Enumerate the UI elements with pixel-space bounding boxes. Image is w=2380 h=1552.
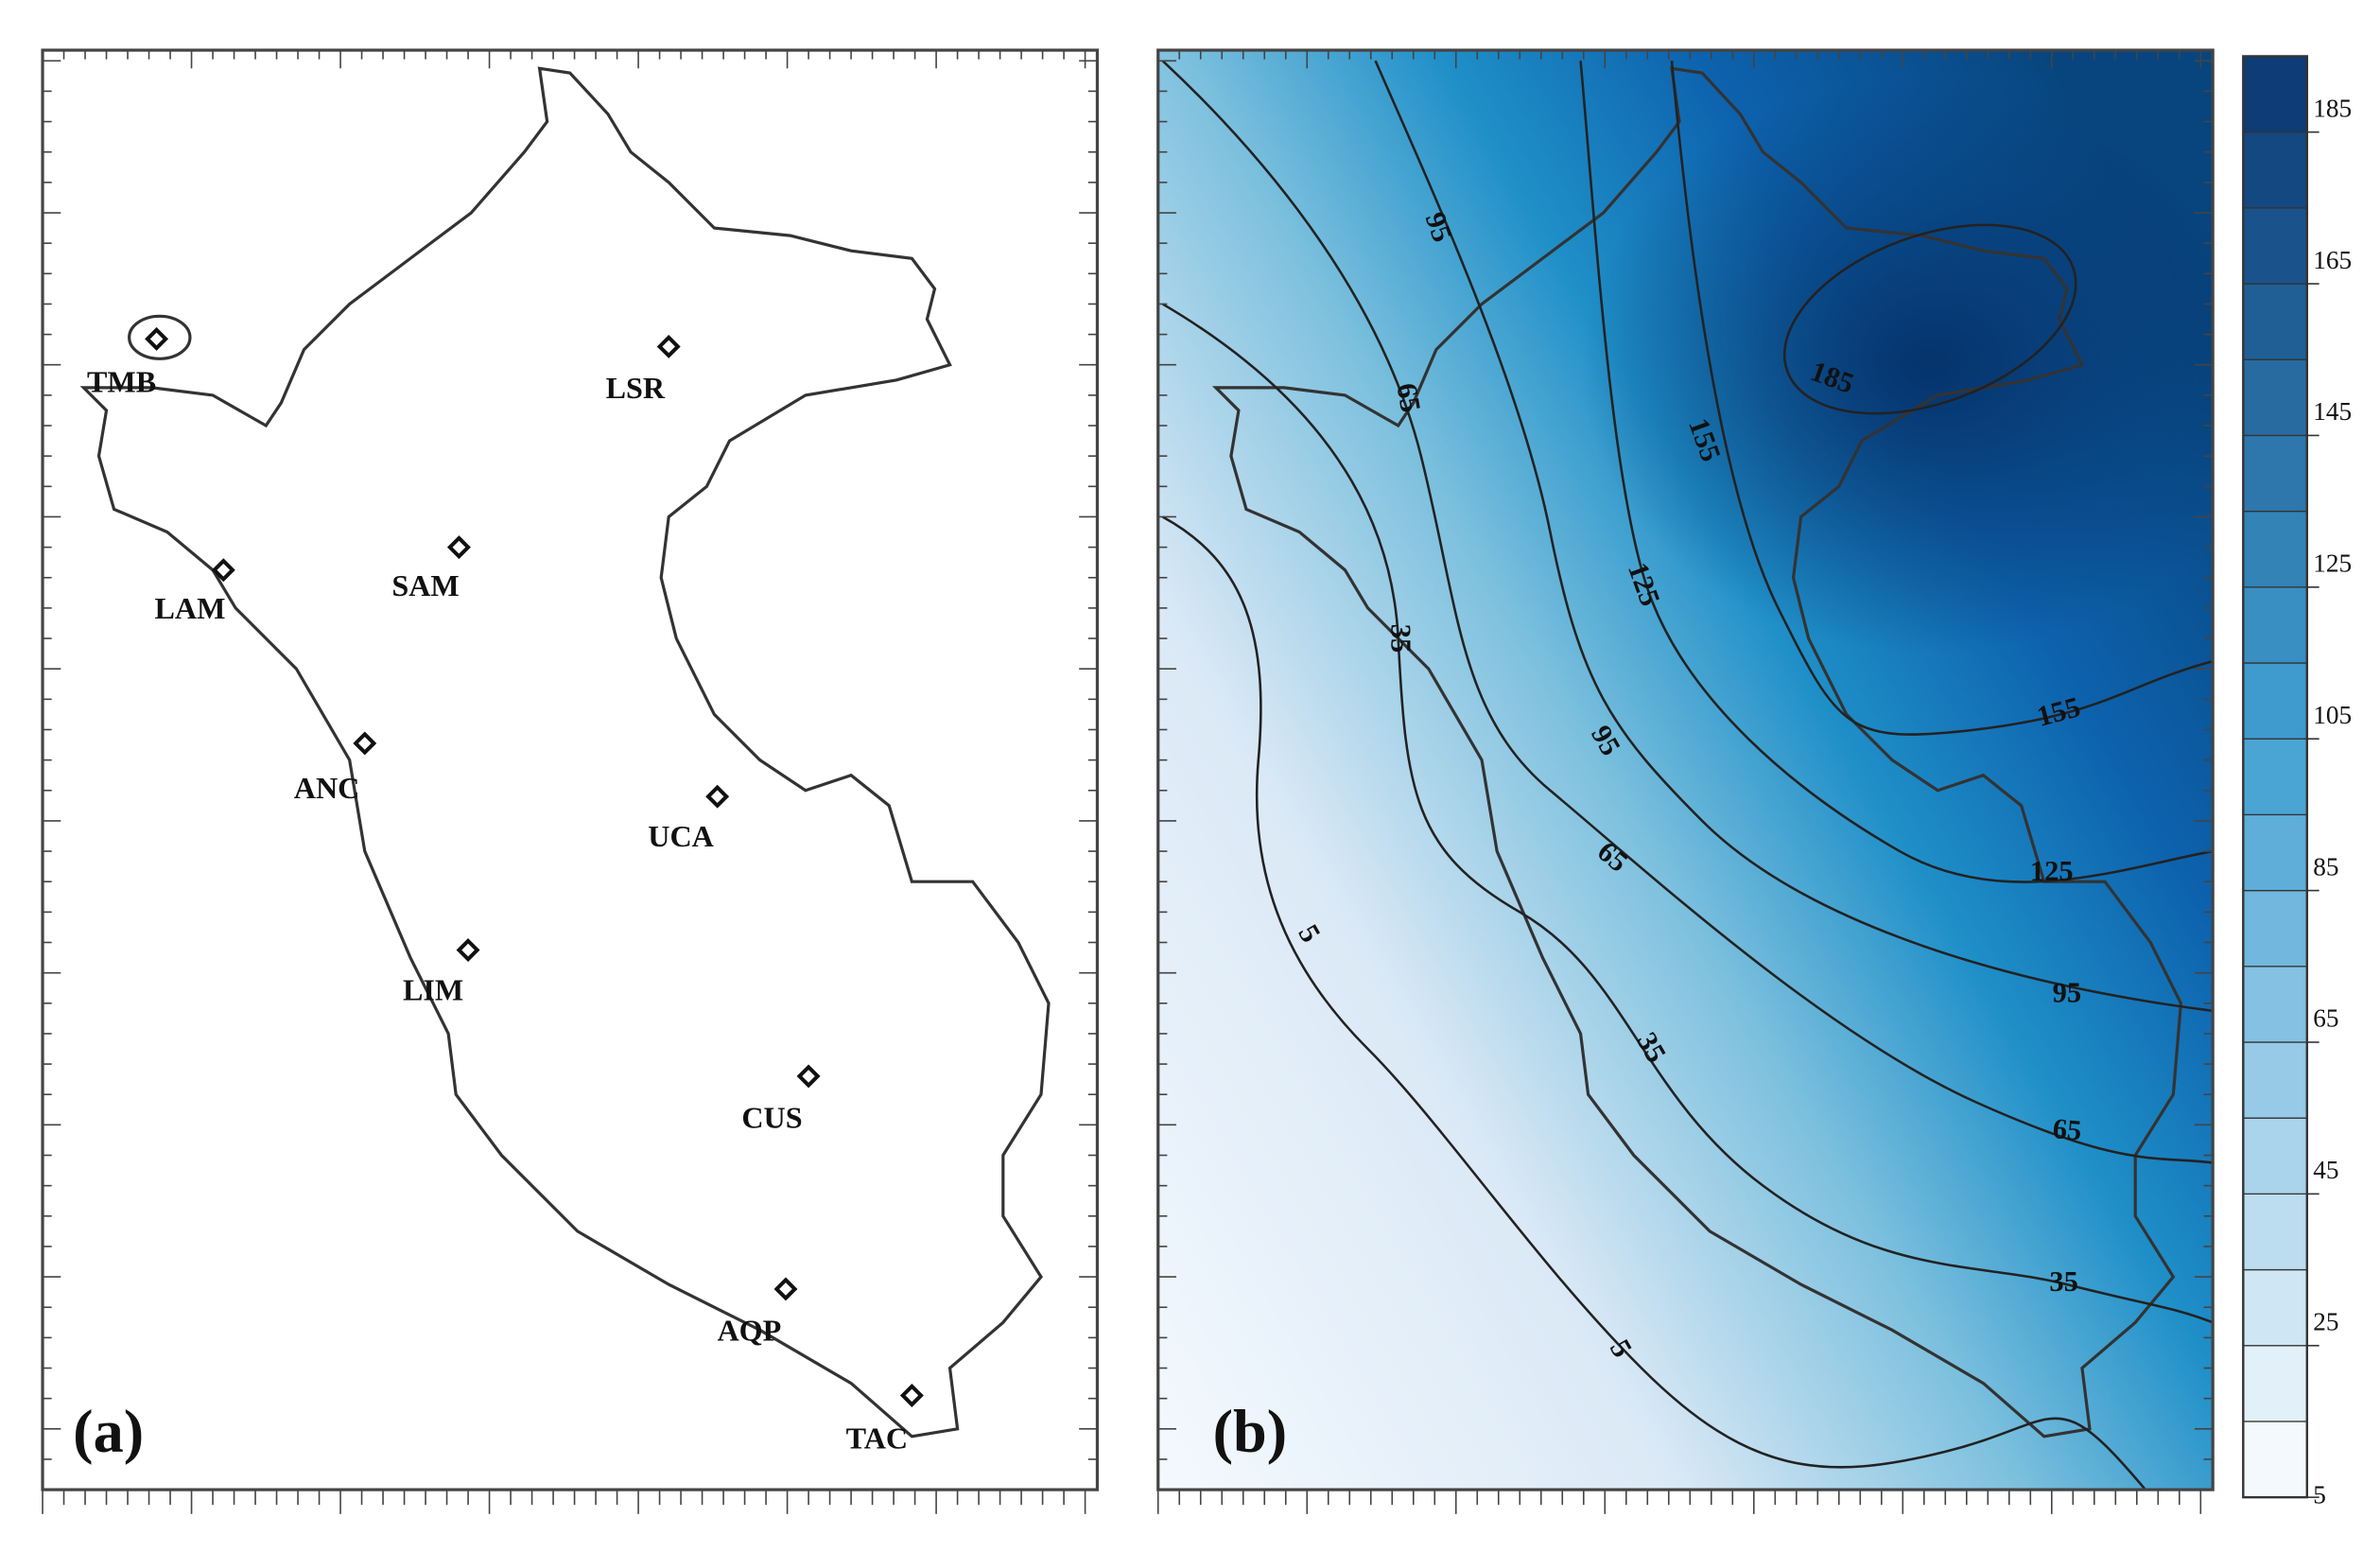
station-marker bbox=[773, 1277, 798, 1301]
colorbar-tick-label: 165 bbox=[2313, 246, 2352, 274]
station-label: LIM bbox=[403, 973, 463, 1007]
station-label: AQP bbox=[717, 1314, 781, 1348]
station-marker bbox=[446, 535, 471, 560]
station-label: SAM bbox=[391, 568, 459, 602]
colorbar-frame bbox=[2242, 55, 2309, 1499]
contour-label: 65 bbox=[2051, 1112, 2082, 1147]
colorbar-bin bbox=[2242, 207, 2308, 285]
station-marker bbox=[705, 784, 730, 809]
colorbar-bin bbox=[2242, 1268, 2308, 1347]
colorbar-tick-label: 5 bbox=[2313, 1480, 2326, 1508]
contour-label: 125 bbox=[2030, 855, 2074, 887]
station-marker bbox=[145, 326, 169, 351]
colorbar-bin bbox=[2242, 358, 2308, 437]
colorbar: 5 25 45 65 85 105 125 145 165 185 bbox=[2242, 55, 2352, 1508]
station-label: CUS bbox=[741, 1101, 802, 1135]
frame bbox=[41, 48, 1100, 1491]
colorbar-bin bbox=[2242, 510, 2308, 588]
colorbar-bin bbox=[2242, 283, 2308, 360]
colorbar-bin bbox=[2242, 738, 2308, 816]
station-label: ANC bbox=[294, 771, 360, 805]
colorbar-bin bbox=[2242, 55, 2308, 133]
colorbar-bin bbox=[2242, 586, 2308, 664]
colorbar-tick-label: 125 bbox=[2313, 549, 2352, 578]
colorbar-bin bbox=[2242, 131, 2308, 209]
colorbar-tick-label: 105 bbox=[2313, 701, 2352, 729]
colorbar-bin bbox=[2242, 813, 2308, 892]
station-label: LAM bbox=[154, 591, 225, 625]
colorbar-bin bbox=[2242, 966, 2308, 1043]
colorbar-tick-label: 45 bbox=[2313, 1156, 2338, 1184]
station-label: TAC bbox=[846, 1421, 908, 1456]
station-marker bbox=[899, 1383, 924, 1407]
station-marker bbox=[353, 731, 377, 756]
field-max bbox=[1580, 76, 2214, 654]
panel-label: (b) bbox=[1213, 1398, 1288, 1465]
frame bbox=[1156, 48, 2215, 1491]
contour-label: 35 bbox=[1385, 624, 1417, 654]
station-label: TMB bbox=[87, 365, 156, 399]
station-label: LSR bbox=[606, 371, 666, 405]
colorbar-tick-label: 185 bbox=[2313, 94, 2352, 122]
colorbar-bin bbox=[2242, 1117, 2308, 1195]
contour-label: 95 bbox=[2053, 977, 2082, 1009]
colorbar-bin bbox=[2242, 1041, 2308, 1119]
station-marker bbox=[456, 938, 480, 963]
colorbar-bin bbox=[2242, 434, 2308, 513]
contour-label: 65 bbox=[1390, 381, 1427, 415]
colorbar-tick-label: 65 bbox=[2313, 1004, 2338, 1033]
colorbar-tick-label: 145 bbox=[2313, 397, 2352, 426]
colorbar-tick-label: 25 bbox=[2313, 1308, 2338, 1336]
contours bbox=[1161, 60, 2214, 1491]
station-marker bbox=[656, 334, 681, 358]
colorbar-bin bbox=[2242, 889, 2308, 968]
outline-loop bbox=[128, 314, 192, 360]
colorbar-tick-label: 85 bbox=[2313, 852, 2338, 881]
contour-label: 35 bbox=[2049, 1265, 2078, 1298]
station-marker bbox=[211, 558, 235, 583]
station-label: UCA bbox=[648, 819, 714, 853]
colorbar-bin bbox=[2242, 1345, 2308, 1422]
colorbar-bin bbox=[2242, 1421, 2308, 1498]
colorbar-bin bbox=[2242, 1193, 2308, 1271]
colorbar-bin bbox=[2242, 662, 2308, 740]
panel-a: (a) TMB LSR LAM SAM ANC UCA LIM CUS AQP TAC bbox=[41, 48, 1100, 1491]
panel-label: (a) bbox=[73, 1398, 144, 1465]
station-marker bbox=[796, 1064, 821, 1089]
